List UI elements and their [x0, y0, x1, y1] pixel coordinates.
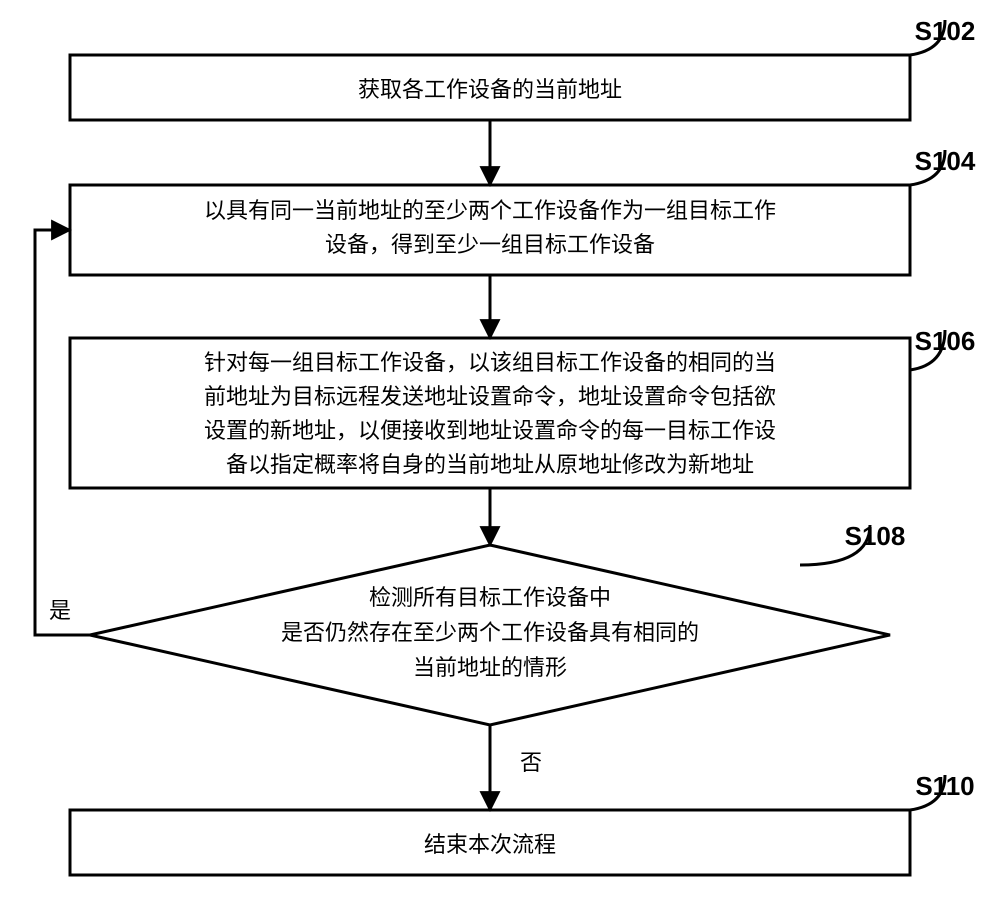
edge-no-label: 否 [520, 750, 542, 775]
step-s106-text-4: 备以指定概率将自身的当前地址从原地址修改为新地址 [226, 452, 754, 477]
step-s106-text-1: 针对每一组目标工作设备，以该组目标工作设备的相同的当 [204, 350, 776, 375]
decision-s108-text-2: 是否仍然存在至少两个工作设备具有相同的 [281, 620, 699, 645]
decision-s108-text-3: 当前地址的情形 [413, 655, 567, 680]
label-s110: S110 [915, 771, 974, 801]
edge-yes-label: 是 [49, 598, 71, 623]
edge-yes [35, 230, 90, 635]
label-s108: S108 [845, 521, 906, 551]
label-s104: S104 [915, 146, 976, 176]
label-s106: S106 [915, 326, 976, 356]
decision-s108-text-1: 检测所有目标工作设备中 [369, 585, 611, 610]
flowchart: 获取各工作设备的当前地址 以具有同一当前地址的至少两个工作设备作为一组目标工作 … [0, 0, 1000, 913]
label-s102: S102 [915, 16, 976, 46]
step-s104-text-1: 以具有同一当前地址的至少两个工作设备作为一组目标工作 [204, 198, 776, 223]
step-s104-text-2: 设备，得到至少一组目标工作设备 [325, 232, 655, 257]
step-s110-text: 结束本次流程 [424, 832, 556, 857]
step-s106-text-2: 前地址为目标远程发送地址设置命令，地址设置命令包括欲 [204, 384, 776, 409]
step-s102-text: 获取各工作设备的当前地址 [358, 77, 622, 102]
step-s106-text-3: 设置的新地址，以便接收到地址设置命令的每一目标工作设 [204, 418, 776, 443]
